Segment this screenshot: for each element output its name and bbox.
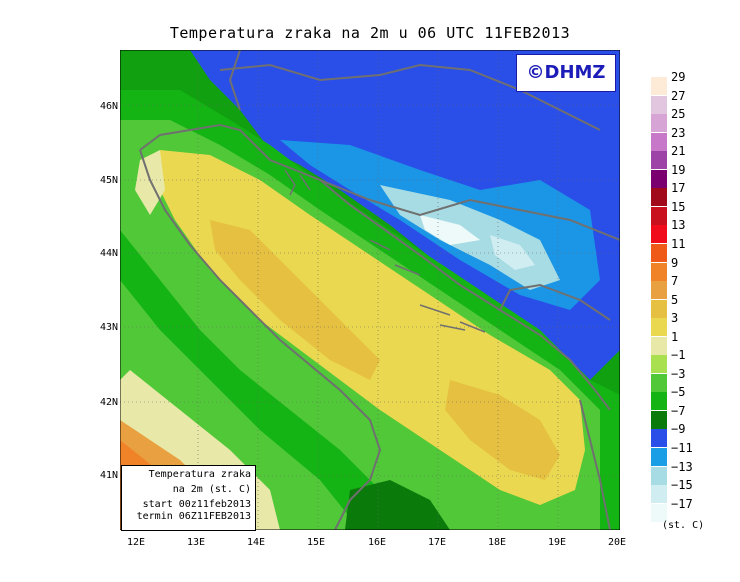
lon-label-13: 13E bbox=[186, 537, 206, 548]
lat-label-46: 46N bbox=[99, 101, 118, 112]
colorbar-label: 11 bbox=[671, 236, 686, 251]
colorbar-swatch bbox=[651, 225, 667, 244]
info-line-4: termin 06Z11FEB2013 bbox=[136, 511, 251, 522]
grid-lines bbox=[120, 50, 620, 530]
colorbar-label: 3 bbox=[671, 311, 679, 326]
cold-zone-white-2 bbox=[490, 235, 535, 270]
colorbar-label: 7 bbox=[671, 274, 679, 289]
lon-label-12: 12E bbox=[126, 537, 146, 548]
colorbar-swatch bbox=[651, 299, 667, 318]
colorbar-swatch bbox=[651, 262, 667, 281]
colorbar-label: 9 bbox=[671, 255, 679, 270]
colorbar-swatch bbox=[651, 77, 667, 95]
colorbar-label: −7 bbox=[671, 403, 686, 418]
info-line-3: start 00z11feb2013 bbox=[142, 499, 251, 510]
colorbar-swatch bbox=[651, 429, 667, 448]
info-box: Temperatura zraka na 2m (st. C) start 00… bbox=[121, 465, 256, 531]
colorbar-swatch bbox=[651, 132, 667, 151]
lon-label-15: 15E bbox=[306, 537, 326, 548]
lon-label-19: 19E bbox=[547, 537, 567, 548]
colorbar-label: 17 bbox=[671, 181, 686, 196]
colorbar-label: −11 bbox=[671, 441, 693, 455]
colorbar-swatch bbox=[651, 95, 667, 114]
lon-label-14: 14E bbox=[246, 537, 266, 548]
colorbar-swatch bbox=[651, 355, 667, 374]
lat-label-41: 41N bbox=[99, 470, 118, 481]
lon-label-18: 18E bbox=[487, 537, 507, 548]
lon-label-17: 17E bbox=[427, 537, 447, 548]
info-line-2: na 2m (st. C) bbox=[172, 484, 251, 495]
colorbar-swatch bbox=[651, 392, 667, 411]
copyright-label: ©DHMZ bbox=[516, 54, 616, 92]
islands bbox=[284, 169, 486, 333]
colorbar-swatch bbox=[651, 114, 667, 133]
colorbar-swatch bbox=[651, 410, 667, 429]
colorbar-label: 25 bbox=[671, 107, 686, 122]
colorbar-swatch bbox=[651, 503, 667, 522]
colorbar-label: −17 bbox=[671, 496, 693, 511]
lat-label-45: 45N bbox=[99, 175, 118, 186]
colorbar-swatch bbox=[651, 206, 667, 225]
colorbar-swatch bbox=[651, 466, 667, 485]
coastlines bbox=[139, 50, 620, 530]
colorbar-swatch bbox=[651, 169, 667, 188]
lon-label-16: 16E bbox=[367, 537, 387, 548]
colorbar-label: 23 bbox=[671, 125, 686, 140]
info-line-1: Temperatura zraka bbox=[148, 469, 251, 480]
colorbar-label: −5 bbox=[671, 385, 686, 400]
sea-orange bbox=[210, 220, 380, 380]
colorbar-label: 19 bbox=[671, 162, 686, 177]
colorbar-label: 29 bbox=[671, 70, 686, 84]
colorbar-label: 27 bbox=[671, 88, 686, 103]
colorbar-label: −15 bbox=[671, 478, 693, 493]
colorbar-label: 21 bbox=[671, 144, 686, 159]
lon-label-20: 20E bbox=[607, 537, 627, 548]
colorbar-label: −3 bbox=[671, 366, 686, 381]
colorbar-label: −1 bbox=[671, 348, 686, 363]
lat-label-43: 43N bbox=[99, 322, 118, 333]
lat-label-44: 44N bbox=[99, 248, 118, 259]
colorbar-swatch bbox=[651, 188, 667, 207]
colorbar-swatch bbox=[651, 243, 667, 262]
colorbar-swatch bbox=[651, 485, 667, 504]
south-green bbox=[345, 480, 450, 530]
colorbar-swatch bbox=[651, 318, 667, 337]
map-title: Temperatura zraka na 2m u 06 UTC 11FEB20… bbox=[169, 24, 571, 42]
sea-pale bbox=[135, 150, 165, 215]
colorbar-unit: (st. C) bbox=[662, 520, 705, 531]
colorbar-label: −9 bbox=[671, 422, 686, 437]
colorbar-label: 5 bbox=[671, 292, 679, 307]
colorbar-swatch bbox=[651, 373, 667, 392]
colorbar-swatch bbox=[651, 281, 667, 300]
colorbar-swatch bbox=[651, 151, 667, 170]
temperature-map bbox=[120, 50, 620, 530]
colorbar-label: 13 bbox=[671, 218, 686, 233]
cold-zone-white bbox=[420, 215, 480, 245]
sea-orange-2 bbox=[445, 380, 560, 480]
colorbar-swatch bbox=[651, 448, 667, 466]
colorbar-label: 1 bbox=[671, 329, 679, 344]
colorbar-label: 15 bbox=[671, 199, 686, 214]
colorbar-swatch bbox=[651, 336, 667, 355]
colorbar-label: −13 bbox=[671, 459, 693, 474]
lat-label-42: 42N bbox=[99, 397, 118, 408]
